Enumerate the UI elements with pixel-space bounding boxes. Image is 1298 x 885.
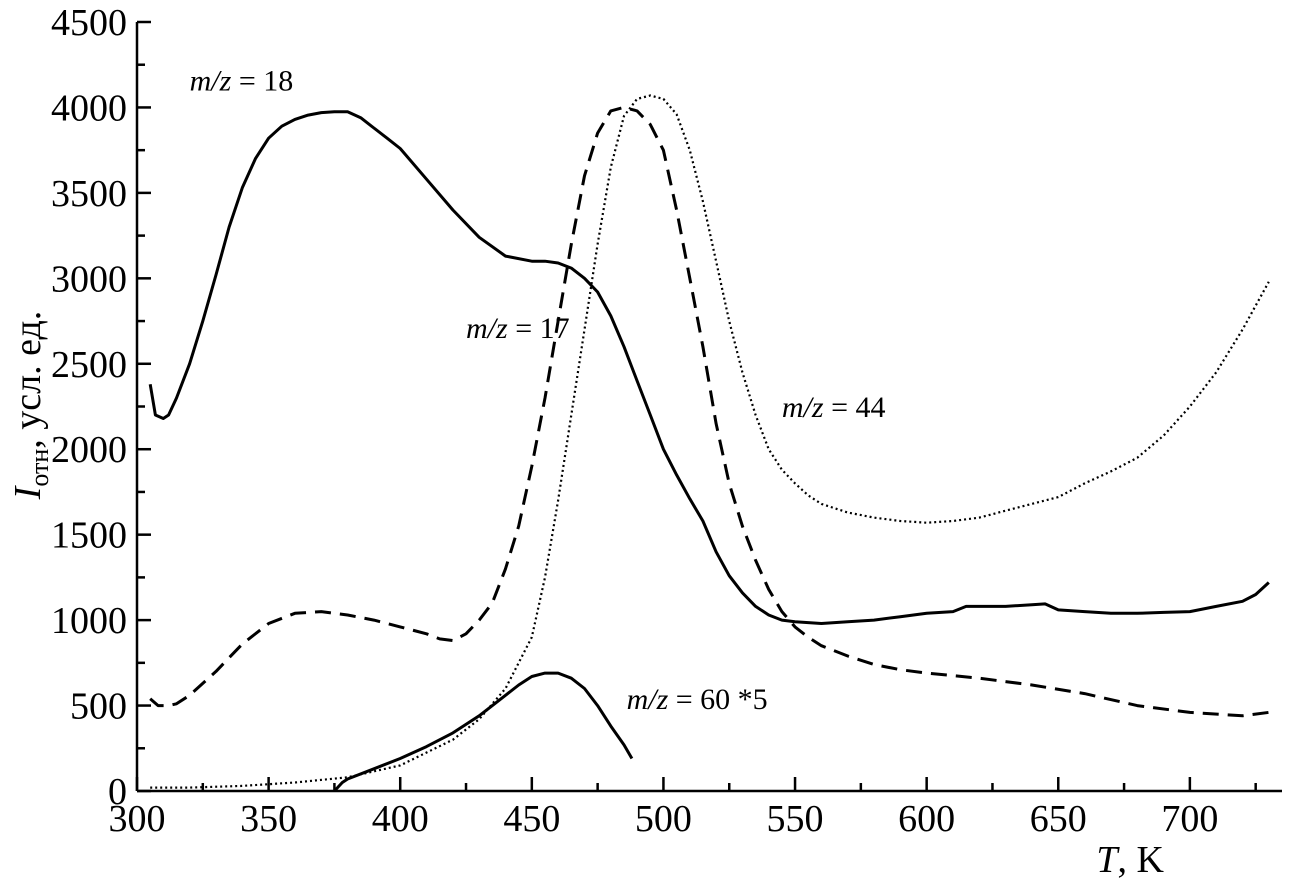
y-tick-label: 2000 bbox=[51, 429, 127, 471]
x-tick-label: 350 bbox=[240, 798, 297, 840]
x-tick-label: 700 bbox=[1161, 798, 1218, 840]
y-tick-label: 4500 bbox=[51, 2, 127, 44]
series-line-1 bbox=[149, 105, 1269, 718]
series-annotation-2: m/z = 44 bbox=[782, 391, 886, 424]
x-tick-label: 550 bbox=[767, 798, 824, 840]
y-tick-label: 500 bbox=[70, 686, 127, 728]
x-tick-label: 400 bbox=[372, 798, 429, 840]
x-axis-title: T, K bbox=[1096, 839, 1164, 881]
x-tick-label: 500 bbox=[635, 798, 692, 840]
y-tick-label: 4000 bbox=[51, 87, 127, 129]
series-group bbox=[148, 94, 1270, 793]
series-annotation-1: m/z = 17 bbox=[466, 312, 570, 345]
y-tick-label: 3000 bbox=[51, 258, 127, 300]
annotations-group: m/z = 18 m/z = 17 m/z = 44 m/z = 60 *5 bbox=[190, 64, 886, 716]
x-tick-label: 450 bbox=[503, 798, 560, 840]
y-axis-title: Iотн, усл. ед. bbox=[7, 311, 54, 501]
series-line-2 bbox=[150, 94, 1270, 789]
y-tick-label: 1000 bbox=[51, 600, 127, 642]
series-line-0 bbox=[148, 110, 1270, 625]
y-tick-label: 1500 bbox=[51, 515, 127, 557]
series-annotation-3: m/z = 60 *5 bbox=[627, 683, 768, 716]
x-tick-label: 650 bbox=[1030, 798, 1087, 840]
axes: 0 500 1000 1500 2000 2500 3000 3500 4000 4500 300 3… bbox=[7, 2, 1282, 881]
series-annotation-0: m/z = 18 bbox=[190, 64, 294, 97]
series-line-3 bbox=[333, 671, 634, 793]
y-tick-label: 2500 bbox=[51, 344, 127, 386]
y-tick-label: 0 bbox=[108, 771, 127, 813]
x-tick-label: 300 bbox=[109, 798, 166, 840]
x-tick-label: 600 bbox=[898, 798, 955, 840]
y-tick-label: 3500 bbox=[51, 173, 127, 215]
